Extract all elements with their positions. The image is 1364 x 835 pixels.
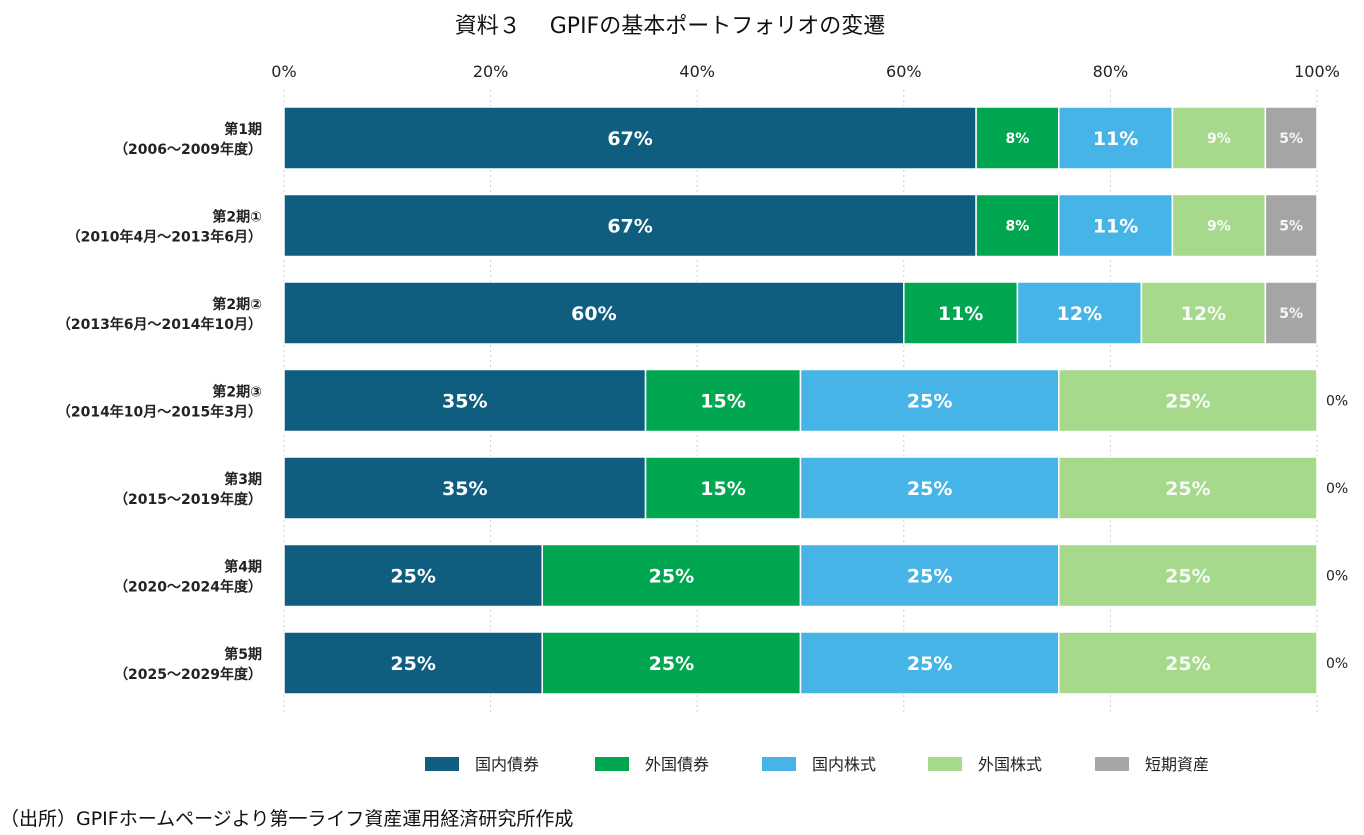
x-tick-label: 80% [1093, 62, 1129, 81]
bar-segment [799, 368, 1060, 433]
data-label: 25% [649, 653, 694, 675]
bar-segment [799, 456, 1060, 520]
data-label: 12% [1057, 303, 1102, 325]
source-note: （出所）GPIFホームページより第一ライフ資産運用経済研究所作成 [0, 808, 574, 830]
bar-segment [1264, 106, 1318, 170]
data-label: 60% [571, 303, 616, 325]
legend-label: 国内株式 [812, 755, 876, 774]
bar-segment [799, 631, 1060, 695]
bar-segment [644, 368, 802, 433]
legend-swatch [425, 757, 459, 771]
category-label: 第5期 [224, 646, 262, 663]
bar-segment [283, 281, 905, 345]
x-tick-label: 100% [1294, 62, 1340, 81]
legend-swatch [762, 757, 796, 771]
bar-segment [1058, 456, 1318, 520]
bar-segment [283, 368, 647, 433]
category-label: 第2期① [212, 209, 262, 226]
data-label: 5% [1279, 306, 1303, 322]
category-label: （2006～2009年度） [114, 141, 262, 158]
bar-segment [975, 106, 1060, 170]
data-label: 67% [607, 128, 652, 150]
data-label: 25% [907, 566, 952, 588]
x-tick-label: 60% [886, 62, 922, 81]
category-label: （2014年10月～2015年3月） [57, 404, 262, 421]
bar-segment [644, 456, 802, 520]
bar-segment [283, 631, 543, 695]
data-label: 9% [1207, 131, 1231, 147]
category-label: （2020～2024年度） [114, 579, 262, 596]
data-label: 35% [442, 391, 487, 413]
category-label: 第2期② [212, 296, 262, 313]
data-label: 15% [700, 478, 745, 500]
stacked-bar-chart: 0% 20% 40% 60% 80% 100% 第1期 （2006～2009年度） 67% 8% 1… [57, 62, 1348, 774]
bar-segment [975, 193, 1060, 258]
category-label: 第3期 [224, 471, 262, 488]
data-label: 11% [1093, 128, 1138, 150]
data-label: 11% [1093, 216, 1138, 238]
bar-segment [283, 193, 977, 258]
bar-segment [1058, 543, 1318, 608]
category-label: （2025～2029年度） [114, 666, 262, 683]
data-label: 67% [607, 216, 652, 238]
data-label: 8% [1006, 131, 1030, 147]
data-label: 25% [907, 653, 952, 675]
data-label: 25% [1165, 391, 1210, 413]
data-label: 25% [1165, 478, 1210, 500]
bar-segment [1016, 281, 1143, 345]
x-tick-label: 0% [271, 62, 296, 81]
data-label: 5% [1279, 219, 1303, 235]
data-label: 25% [390, 653, 435, 675]
x-tick-label: 40% [679, 62, 715, 81]
bar-segment [1264, 193, 1318, 258]
legend-label: 国内債券 [475, 755, 539, 774]
data-label: 25% [907, 478, 952, 500]
legend-swatch [595, 757, 629, 771]
legend-label: 外国株式 [978, 755, 1042, 774]
data-label: 25% [907, 391, 952, 413]
bar-segment [541, 543, 802, 608]
legend-swatch [1095, 757, 1129, 771]
category-label: （2010年4月～2013年6月） [67, 229, 262, 246]
category-label: 第4期 [224, 559, 262, 576]
bar-segment [1058, 368, 1318, 433]
data-label: 0% [1326, 394, 1348, 410]
data-label: 9% [1207, 219, 1231, 235]
category-label: （2013年6月～2014年10月） [57, 316, 262, 333]
bar-segment [541, 631, 802, 695]
data-label: 0% [1326, 569, 1348, 585]
bar-segment [283, 456, 647, 520]
category-label: 第2期③ [212, 384, 262, 401]
data-label: 5% [1279, 131, 1303, 147]
data-label: 25% [649, 566, 694, 588]
bar-segment [1058, 631, 1318, 695]
bar-segment [1171, 193, 1267, 258]
category-label: （2015～2019年度） [114, 491, 262, 508]
data-label: 8% [1006, 219, 1030, 235]
bar-segment [1264, 281, 1318, 345]
bar-segment [283, 106, 977, 170]
data-label: 25% [390, 566, 435, 588]
legend-label: 短期資産 [1145, 755, 1209, 774]
chart-title: 資料３ GPIFの基本ポートフォリオの変遷 [454, 14, 886, 39]
data-label: 35% [442, 478, 487, 500]
data-label: 15% [700, 391, 745, 413]
data-label: 25% [1165, 566, 1210, 588]
legend-label: 外国債券 [645, 755, 709, 774]
bar-segment [283, 543, 543, 608]
category-label: 第1期 [224, 121, 262, 138]
legend-swatch [928, 757, 962, 771]
data-label: 11% [938, 303, 983, 325]
data-label: 25% [1165, 653, 1210, 675]
x-tick-label: 20% [473, 62, 509, 81]
bar-segment [1058, 106, 1174, 170]
data-label: 12% [1181, 303, 1226, 325]
data-label: 0% [1326, 481, 1348, 497]
data-label: 0% [1326, 656, 1348, 672]
bar-segment [799, 543, 1060, 608]
